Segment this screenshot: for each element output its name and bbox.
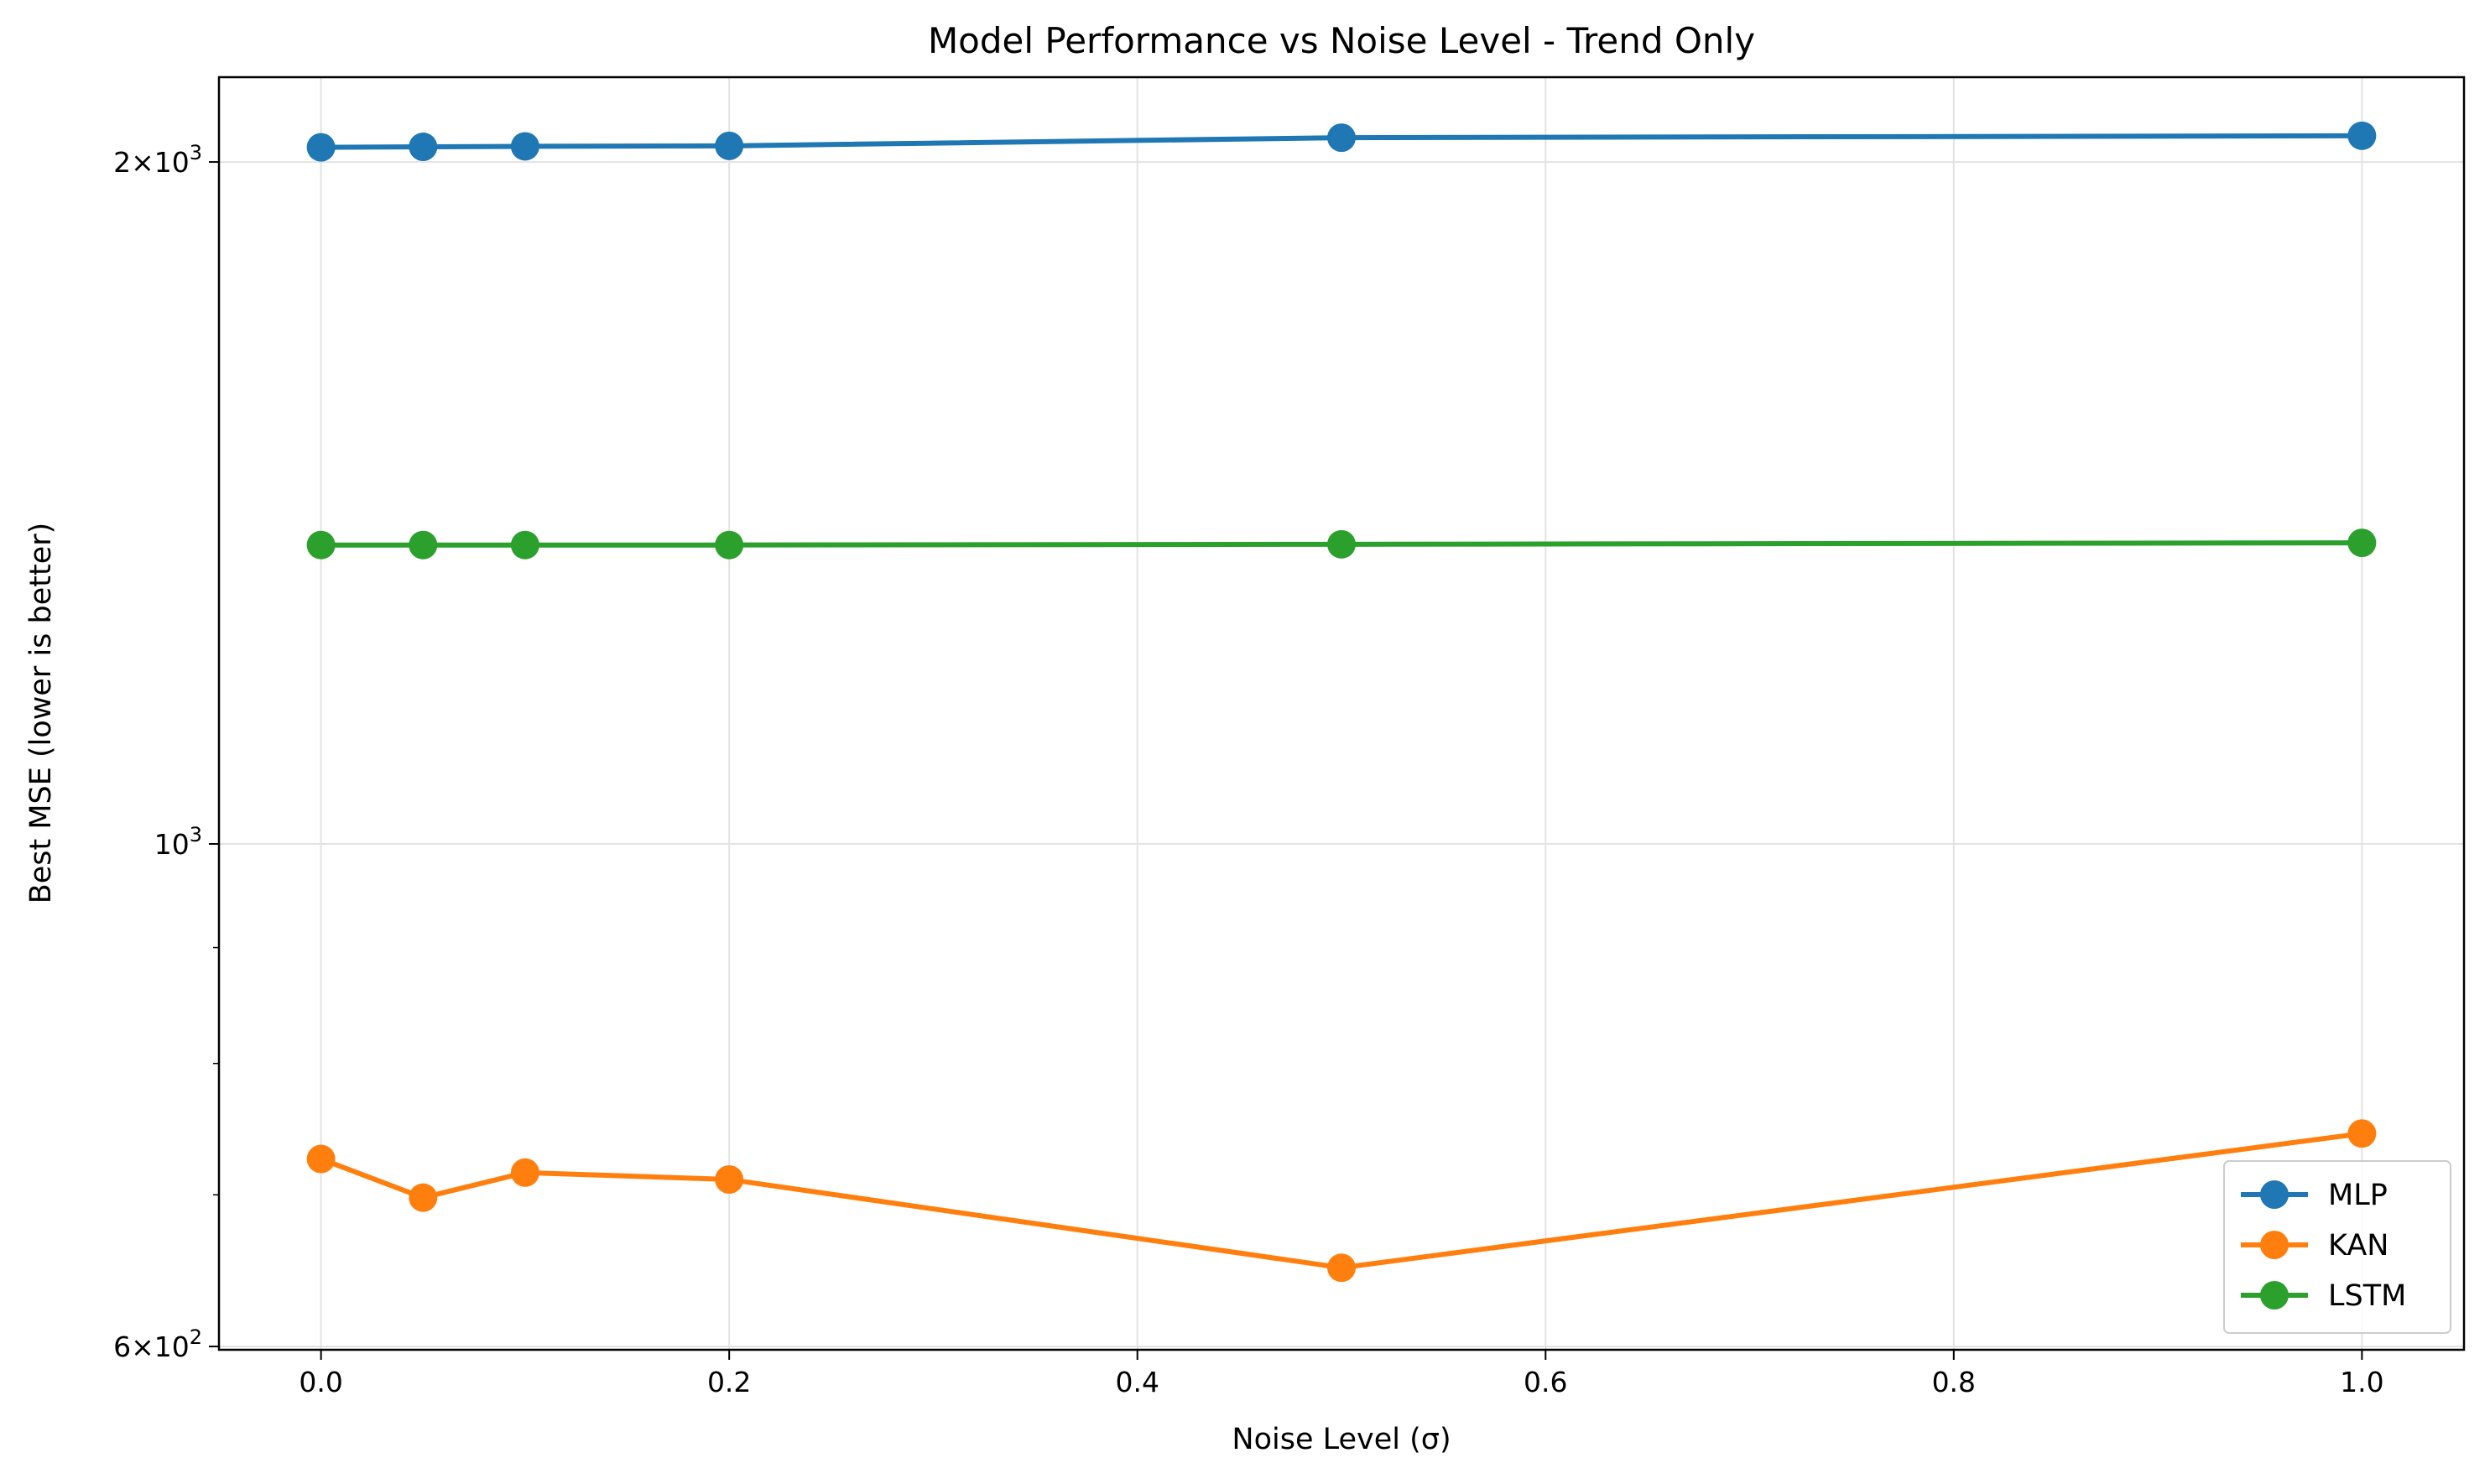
data-point: [306, 133, 336, 162]
data-point: [409, 1183, 438, 1212]
data-point: [1327, 529, 1356, 559]
data-point: [510, 1158, 539, 1187]
x-tick-label: 0.8: [1932, 1366, 1976, 1398]
legend-swatch-marker: [2260, 1231, 2289, 1259]
x-tick-label: 0.4: [1115, 1366, 1159, 1398]
y-tick-exponent: 3: [190, 141, 202, 164]
legend-swatch-marker: [2260, 1180, 2289, 1209]
x-axis-title: Noise Level (σ): [1232, 1423, 1451, 1456]
legend-item-mlp: MLP: [2241, 1179, 2388, 1212]
series-layer: [306, 121, 2377, 1283]
data-point: [510, 530, 539, 560]
data-point: [715, 530, 744, 560]
chart-title: Model Performance vs Noise Level - Trend…: [928, 20, 1755, 61]
x-axis: 0.0 0.2 0.4 0.6 0.8 1.0: [299, 1350, 2384, 1398]
y-axis-title: Best MSE (lower is better): [24, 523, 58, 904]
series-lstm: [306, 529, 2377, 560]
legend-item-lstm: LSTM: [2241, 1279, 2406, 1313]
legend-label: MLP: [2328, 1179, 2388, 1212]
series-line: [320, 133, 2362, 150]
legend-item-kan: KAN: [2241, 1229, 2388, 1263]
y-tick-label: 2×103: [113, 141, 202, 179]
y-tick-exponent: 3: [190, 823, 202, 846]
data-point: [715, 1165, 744, 1195]
data-point: [510, 132, 539, 161]
data-point: [1327, 1253, 1356, 1283]
data-point: [2347, 1119, 2377, 1148]
legend: MLP KAN LSTM: [2223, 1160, 2451, 1334]
series-line: [320, 1131, 2362, 1271]
data-point: [306, 530, 336, 560]
y-tick-label: 6×102: [113, 1325, 202, 1363]
legend-label: LSTM: [2328, 1279, 2406, 1313]
data-point: [2347, 529, 2377, 558]
series-kan: [306, 1119, 2377, 1283]
plot-frame: [217, 76, 2466, 1351]
data-point: [409, 133, 438, 162]
series-line: [320, 540, 2362, 548]
x-tick-label: 0.6: [1524, 1366, 1567, 1398]
grid-lines: [219, 77, 2464, 1350]
x-tick-label: 0.0: [299, 1366, 342, 1398]
data-point: [715, 131, 744, 160]
data-point: [1327, 123, 1356, 153]
y-tick-mantissa: 2×10: [113, 146, 190, 179]
y-tick-exponent: 2: [190, 1325, 202, 1349]
y-tick-label: 103: [154, 823, 202, 861]
data-point: [2347, 121, 2377, 150]
data-point: [306, 1144, 336, 1174]
y-tick-mantissa: 10: [154, 828, 190, 861]
series-mlp: [306, 121, 2377, 162]
data-point: [409, 530, 438, 560]
x-tick-label: 0.2: [707, 1366, 751, 1398]
x-tick-label: 1.0: [2340, 1366, 2383, 1398]
legend-label: KAN: [2328, 1229, 2388, 1263]
y-tick-mantissa: 6×10: [113, 1330, 190, 1363]
legend-swatch-marker: [2260, 1281, 2289, 1310]
